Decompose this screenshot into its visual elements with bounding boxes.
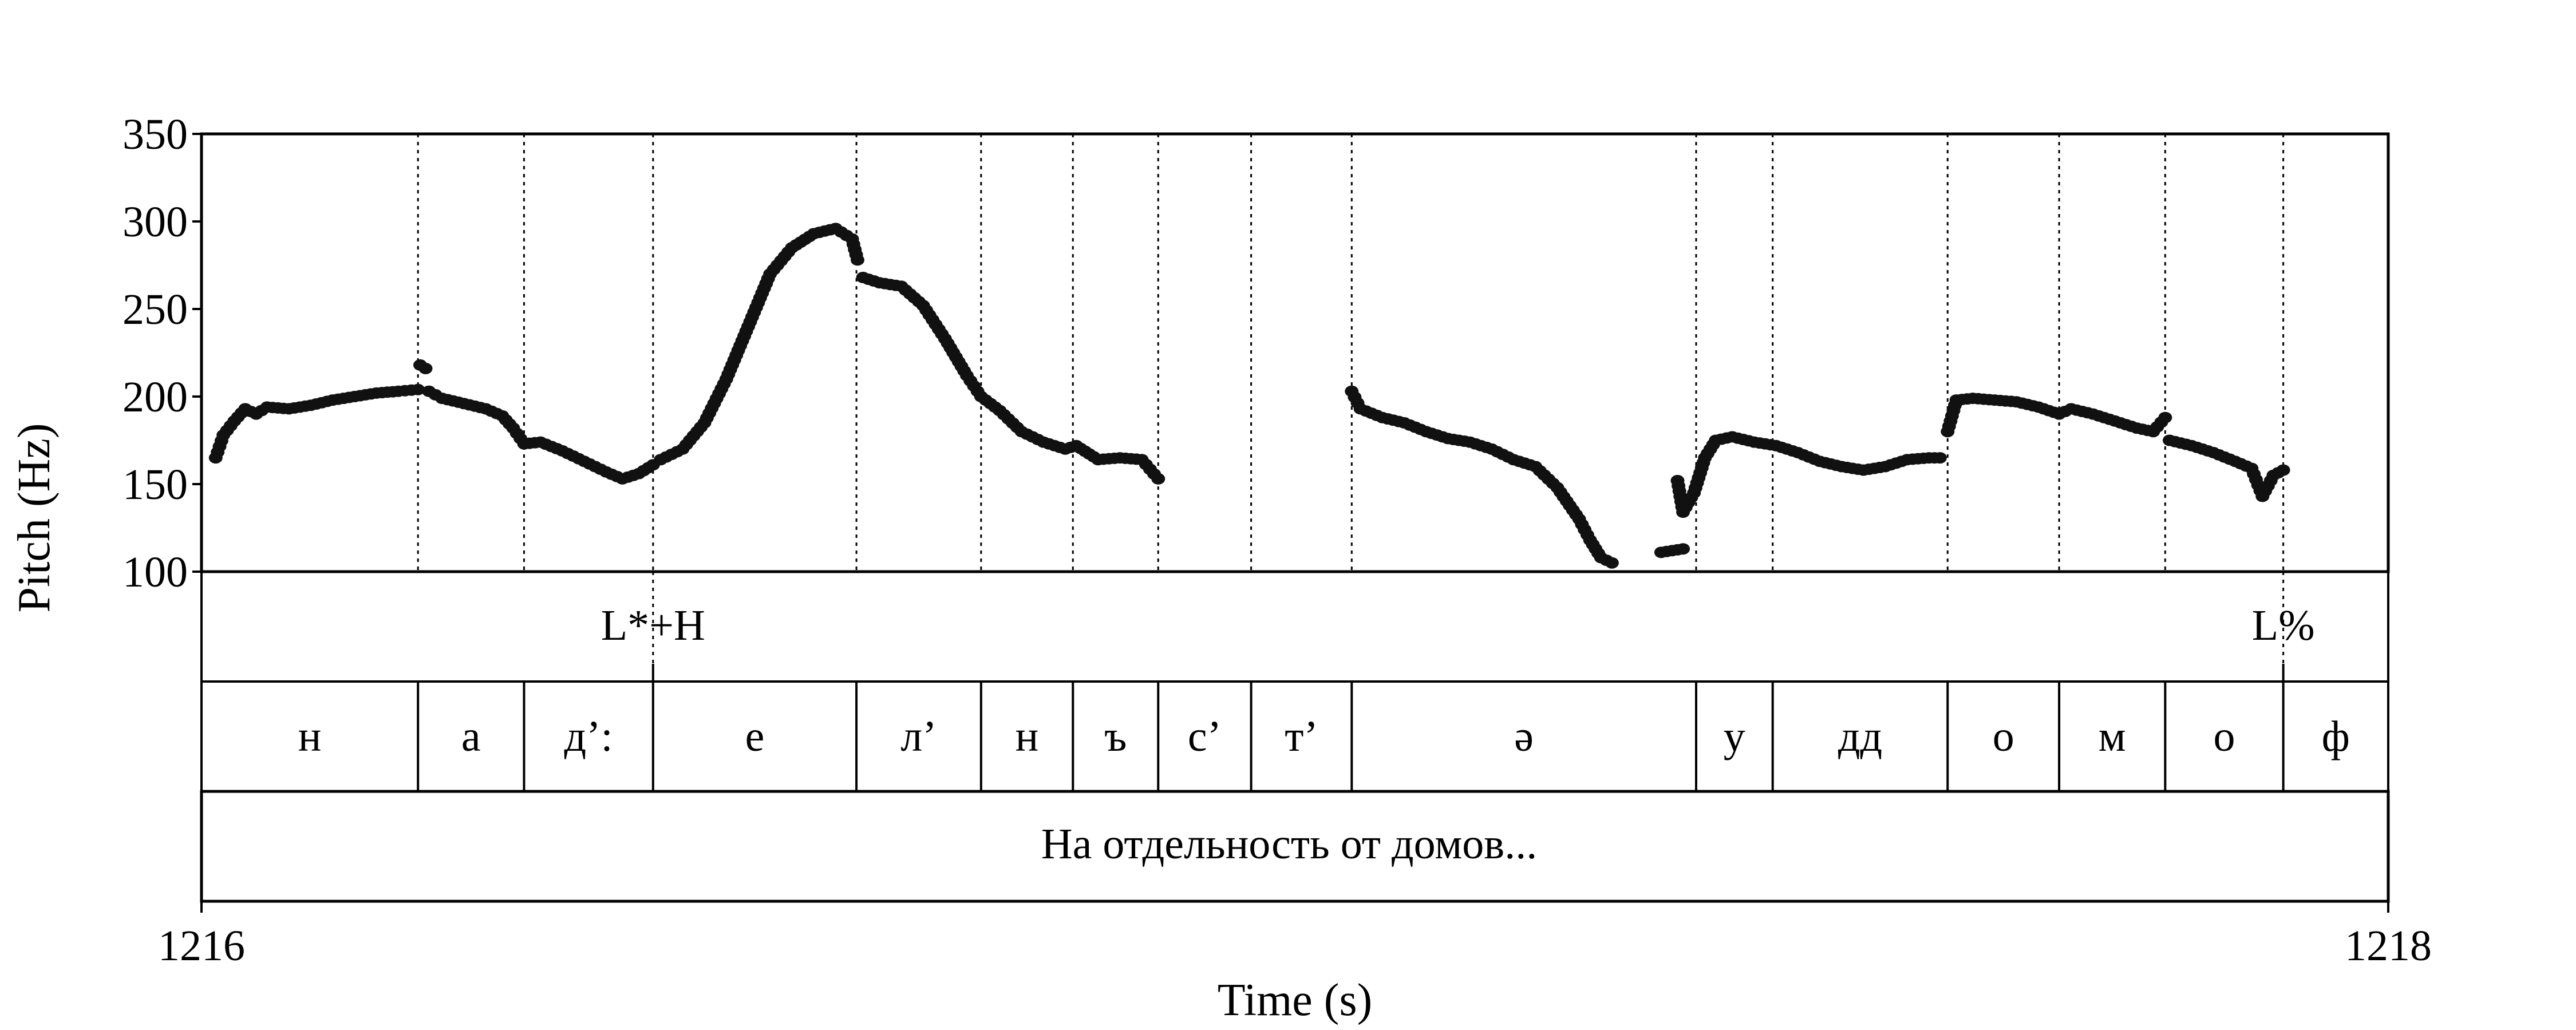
segment-label-5: н bbox=[1016, 712, 1039, 760]
y-axis-ticks: 100 150 200 250 300 350 bbox=[123, 110, 202, 596]
pitch-point-219 bbox=[1151, 473, 1165, 485]
tone-label-1: L% bbox=[2252, 601, 2315, 649]
segment-label-13: м bbox=[2099, 712, 2126, 760]
pitch-point-391 bbox=[2158, 411, 2172, 423]
pitch-point-151 bbox=[851, 254, 864, 266]
pitch-points bbox=[208, 223, 2290, 569]
segment-label-14: о bbox=[2214, 712, 2235, 760]
y-tick-label-250: 250 bbox=[123, 286, 188, 334]
x-axis-label: Time (s) bbox=[1218, 975, 1372, 1025]
segment-label-2: д’: bbox=[564, 712, 613, 760]
pitch-point-282 bbox=[1676, 543, 1690, 555]
y-tick-label-200: 200 bbox=[123, 373, 188, 421]
utterance-text: На отдельность от домов... bbox=[1041, 820, 1537, 868]
segment-label-3: е bbox=[745, 712, 765, 760]
boundary-lines bbox=[417, 134, 2285, 572]
segment-label-8: т’ bbox=[1285, 712, 1318, 760]
y-tick-label-100: 100 bbox=[123, 548, 188, 596]
segment-label-7: с’ bbox=[1188, 712, 1222, 760]
segment-label-15: ф bbox=[2322, 712, 2350, 760]
x-tick-label-start: 1216 bbox=[158, 922, 245, 970]
tone-tier: L*+H L% bbox=[601, 572, 2315, 682]
segment-label-10: у bbox=[1724, 712, 1745, 760]
segment-label-1: а bbox=[461, 712, 481, 760]
segment-label-4: л’ bbox=[900, 712, 937, 760]
y-tick-label-150: 150 bbox=[123, 461, 188, 509]
pitch-point-277 bbox=[1605, 557, 1619, 569]
segment-tier: н а д’: е л’ н ъ с’ т’ ə у дд о м о ф bbox=[298, 682, 2350, 791]
segment-label-9: ə bbox=[1514, 712, 1534, 760]
segment-label-0: н bbox=[298, 712, 322, 760]
segment-label-11: дд bbox=[1838, 712, 1882, 760]
pitch-point-41 bbox=[411, 383, 425, 395]
y-tick-label-350: 350 bbox=[123, 110, 188, 159]
segment-label-6: ъ bbox=[1104, 712, 1127, 760]
utterance-tier-frame bbox=[200, 790, 2390, 903]
y-tick-label-300: 300 bbox=[123, 198, 188, 246]
x-tick-label-end: 1218 bbox=[2345, 922, 2432, 970]
pitch-point-418 bbox=[2276, 464, 2290, 476]
tone-label-0: L*+H bbox=[601, 601, 705, 649]
segment-label-12: о bbox=[1993, 712, 2014, 760]
y-axis-label: Pitch (Hz) bbox=[9, 423, 60, 612]
pitch-point-345 bbox=[1933, 452, 1947, 464]
pitch-point-43 bbox=[418, 363, 433, 374]
